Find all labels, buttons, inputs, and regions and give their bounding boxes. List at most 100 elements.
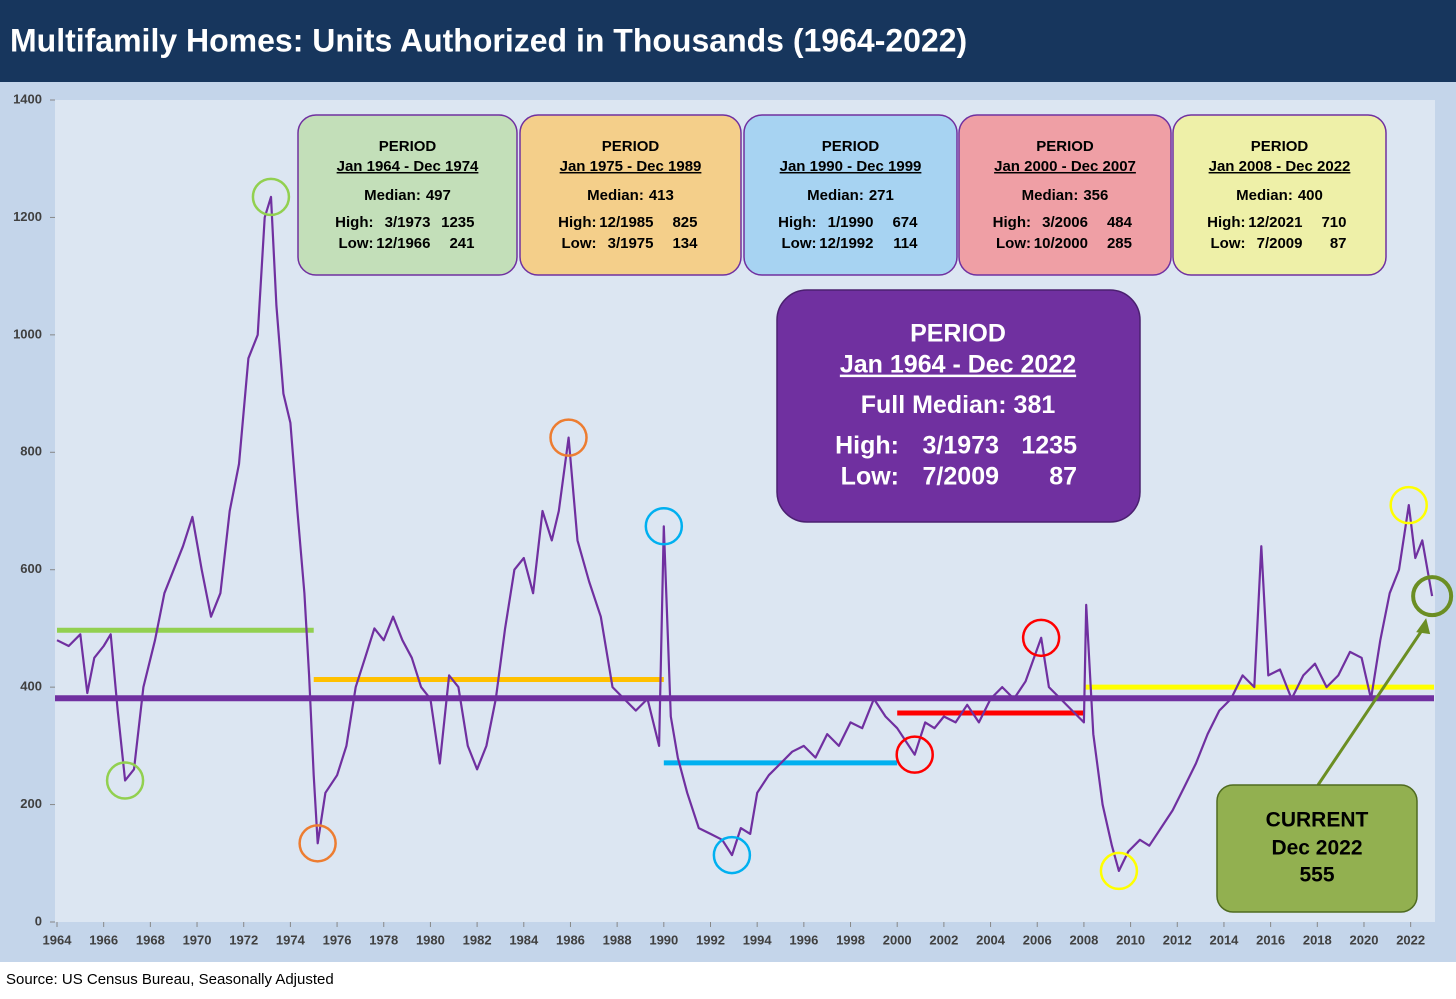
period-text: Jan 1964 - Dec 1974 xyxy=(337,158,479,175)
period-text: 12/1992 xyxy=(819,235,873,252)
x-tick-label: 2020 xyxy=(1350,932,1379,947)
y-tick-label: 1400 xyxy=(13,91,42,106)
median-label: Median: xyxy=(1022,187,1079,204)
current-text: 555 xyxy=(1299,864,1334,887)
x-tick-label: 1974 xyxy=(276,932,306,947)
x-tick-label: 1968 xyxy=(136,932,165,947)
median-label: Median: xyxy=(364,187,421,204)
x-tick-label: 1984 xyxy=(509,932,539,947)
period-text: Median: 413 xyxy=(587,187,674,204)
period-text: Low: xyxy=(996,235,1031,252)
x-tick-label: 2014 xyxy=(1209,932,1239,947)
period-text: High: xyxy=(993,214,1031,231)
median-value: 356 xyxy=(1083,187,1108,204)
x-tick-label: 1964 xyxy=(43,932,73,947)
x-tick-label: 1982 xyxy=(463,932,492,947)
period-text: Jan 1990 - Dec 1999 xyxy=(780,158,922,175)
extreme-circle xyxy=(1021,618,1061,658)
x-tick-label: 2000 xyxy=(883,932,912,947)
full-text: High: xyxy=(835,432,899,460)
y-tick-label: 800 xyxy=(20,444,42,459)
x-tick-label: 1988 xyxy=(603,932,632,947)
extreme-circle xyxy=(644,507,684,546)
period-text: Low: xyxy=(782,235,817,252)
median-label: Full Median: xyxy=(861,391,1007,419)
period-text: 825 xyxy=(672,214,697,231)
full-text: Full Median: 381 xyxy=(861,391,1056,419)
period-text: Jan 2000 - Dec 2007 xyxy=(994,158,1136,175)
period-text: Median: 356 xyxy=(1022,187,1109,204)
y-tick-label: 200 xyxy=(20,796,42,811)
x-tick-label: 2004 xyxy=(976,932,1006,947)
median-label: Median: xyxy=(587,187,644,204)
extreme-circle xyxy=(298,824,337,863)
period-box xyxy=(297,114,518,276)
period-text: 1235 xyxy=(441,214,474,231)
period-text: 10/2000 xyxy=(1034,235,1088,252)
period-text: 674 xyxy=(892,214,918,231)
full-text: Jan 1964 - Dec 2022 xyxy=(840,351,1076,379)
period-text: Low: xyxy=(339,235,374,252)
current-text: Dec 2022 xyxy=(1271,837,1362,860)
period-text: 484 xyxy=(1107,214,1133,231)
period-text: PERIOD xyxy=(822,138,880,155)
full-text: 7/2009 xyxy=(923,463,999,491)
x-tick-label: 1986 xyxy=(556,932,585,947)
period-text: Jan 2008 - Dec 2022 xyxy=(1209,158,1351,175)
period-box xyxy=(1172,114,1387,276)
y-tick-label: 0 xyxy=(35,913,42,928)
y-tick-label: 1200 xyxy=(13,209,42,224)
x-tick-label: 1976 xyxy=(323,932,352,947)
full-text: 3/1973 xyxy=(923,432,999,460)
period-text: High: xyxy=(1207,214,1245,231)
period-text: 710 xyxy=(1321,214,1346,231)
period-text: High: xyxy=(558,214,596,231)
x-tick-label: 1992 xyxy=(696,932,725,947)
x-tick-label: 2006 xyxy=(1023,932,1052,947)
median-label: Median: xyxy=(1236,187,1293,204)
x-tick-label: 2008 xyxy=(1069,932,1098,947)
period-text: 134 xyxy=(672,235,698,252)
x-tick-label: 1998 xyxy=(836,932,865,947)
period-text: 285 xyxy=(1107,235,1132,252)
x-tick-label: 1994 xyxy=(743,932,773,947)
period-text: 114 xyxy=(893,235,918,252)
median-value: 413 xyxy=(649,187,674,204)
x-tick-label: 1978 xyxy=(369,932,398,947)
extreme-circle xyxy=(1389,485,1428,525)
current-circle xyxy=(1411,575,1454,618)
full-text: 1235 xyxy=(1021,432,1077,460)
full-text: Low: xyxy=(841,463,899,491)
x-tick-label: 2016 xyxy=(1256,932,1285,947)
period-text: Low: xyxy=(562,235,597,252)
period-box xyxy=(958,114,1172,276)
full-text: PERIOD xyxy=(910,320,1006,348)
y-tick-label: 600 xyxy=(20,561,42,576)
x-tick-label: 2012 xyxy=(1163,932,1192,947)
current-arrow xyxy=(1316,623,1428,786)
full-box xyxy=(776,289,1141,523)
period-box xyxy=(743,114,958,276)
period-box xyxy=(519,114,742,276)
period-text: 1/1990 xyxy=(828,214,874,231)
period-text: Median: 271 xyxy=(807,187,894,204)
x-tick-label: 2002 xyxy=(929,932,958,947)
chart-title: Multifamily Homes: Units Authorized in T… xyxy=(10,22,967,58)
footer xyxy=(0,962,1456,999)
x-tick-label: 2018 xyxy=(1303,932,1332,947)
extreme-circle xyxy=(1099,851,1139,891)
extreme-circle xyxy=(895,735,934,774)
y-tick-label: 1000 xyxy=(13,326,42,341)
period-text: High: xyxy=(335,214,373,231)
period-text: Median: 400 xyxy=(1236,187,1323,204)
period-text: 12/2021 xyxy=(1248,214,1302,231)
title-bar xyxy=(0,0,1456,82)
period-text: PERIOD xyxy=(379,138,437,155)
median-value: 497 xyxy=(426,187,451,204)
x-tick-label: 1972 xyxy=(229,932,258,947)
period-text: Low: xyxy=(1211,235,1246,252)
median-value: 400 xyxy=(1298,187,1323,204)
period-text: High: xyxy=(778,214,816,231)
period-text: 7/2009 xyxy=(1257,235,1303,252)
